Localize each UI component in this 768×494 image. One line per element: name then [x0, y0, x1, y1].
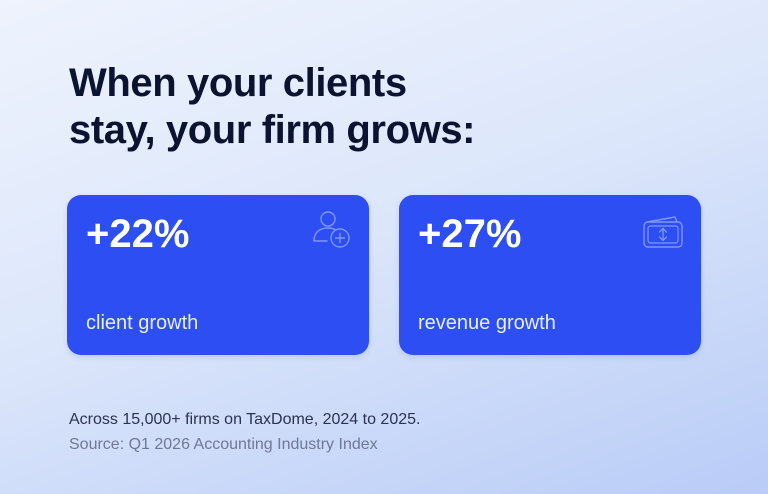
headline-line-1: When your clients: [69, 61, 407, 105]
source-note: Source: Q1 2026 Accounting Industry Inde…: [69, 436, 378, 453]
stat-value: +22%: [86, 212, 190, 256]
stat-value: +27%: [418, 212, 522, 256]
stat-label: revenue growth: [418, 312, 556, 334]
footnote: Across 15,000+ firms on TaxDome, 2024 to…: [69, 411, 421, 428]
user-add-icon: [307, 207, 355, 255]
headline: When your clients stay, your firm grows:: [69, 60, 689, 154]
stat-card-revenue-growth: +27% revenue growth: [399, 195, 701, 355]
headline-line-2: stay, your firm grows:: [69, 108, 476, 152]
wallet-icon: [639, 207, 687, 255]
stat-card-client-growth: +22% client growth: [67, 195, 369, 355]
stat-label: client growth: [86, 312, 199, 334]
